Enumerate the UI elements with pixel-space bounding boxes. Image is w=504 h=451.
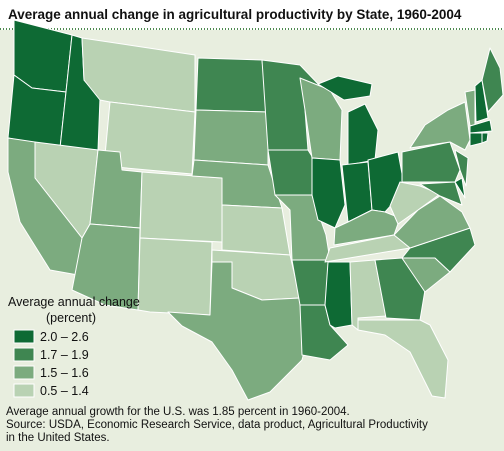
state xyxy=(481,47,504,113)
note: in the United States. xyxy=(6,432,110,444)
state xyxy=(137,237,213,316)
note: Source: USDA, Economic Research Service,… xyxy=(6,419,428,431)
state xyxy=(333,209,401,246)
state xyxy=(195,57,269,113)
state xyxy=(419,181,463,206)
state xyxy=(389,181,441,225)
state xyxy=(324,261,353,329)
state xyxy=(311,157,346,229)
state xyxy=(481,132,489,144)
legend-swatch xyxy=(13,347,35,362)
legend-label: 1.5 – 1.6 xyxy=(40,366,89,380)
states xyxy=(7,19,504,401)
title: Average annual change in agricultural pr… xyxy=(8,7,462,22)
legend-label: 0.5 – 1.4 xyxy=(40,384,89,398)
legend-swatch xyxy=(13,383,35,398)
legend-swatch xyxy=(13,365,35,380)
state xyxy=(317,75,379,166)
state xyxy=(221,204,291,256)
state xyxy=(357,319,449,399)
legend-label: 1.7 – 1.9 xyxy=(40,348,89,362)
legend-label: 2.0 – 2.6 xyxy=(40,330,89,344)
state xyxy=(454,149,469,187)
state xyxy=(409,101,471,151)
legend-subtitle: (percent) xyxy=(46,311,96,325)
legend-title: Average annual change xyxy=(8,295,140,309)
legend: 2.0 – 2.6 1.7 – 1.9 1.5 – 1.6 0.5 – 1.4 xyxy=(13,329,89,398)
state xyxy=(267,149,319,196)
state xyxy=(469,119,493,134)
state xyxy=(139,171,223,243)
state xyxy=(167,261,311,401)
state xyxy=(454,177,466,199)
notes: Average annual growth for the U.S. was 1… xyxy=(6,406,428,444)
state xyxy=(193,109,269,166)
state xyxy=(474,79,489,123)
note: Average annual growth for the U.S. was 1… xyxy=(6,406,350,418)
legend-swatch xyxy=(13,329,35,344)
